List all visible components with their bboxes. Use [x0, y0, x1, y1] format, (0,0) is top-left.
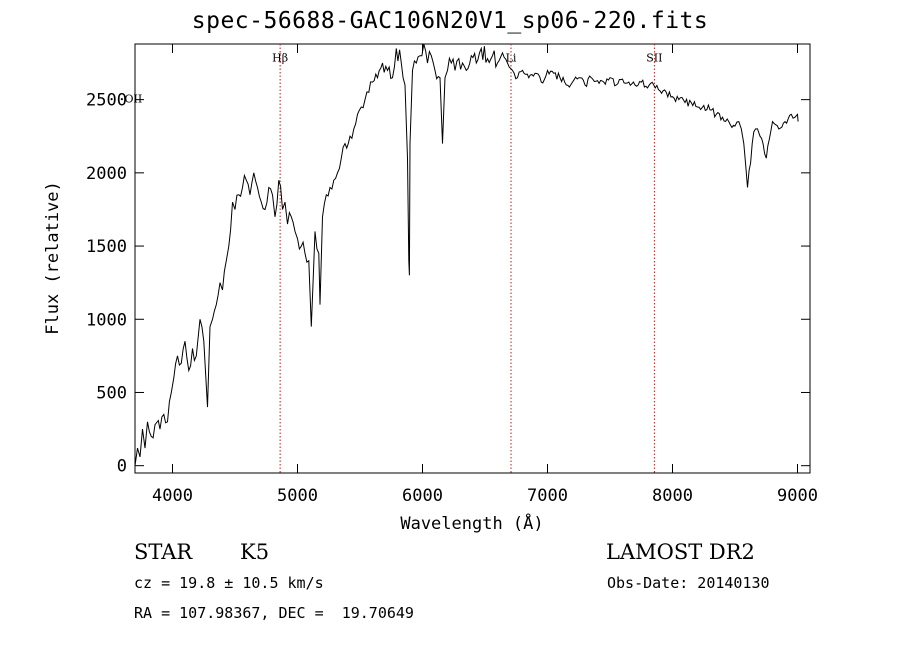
line-marker-label: Hβ — [272, 52, 288, 65]
y-tick-label: 500 — [96, 383, 127, 403]
y-tick-label: 1500 — [86, 237, 127, 257]
x-tick-label: 5000 — [277, 486, 318, 506]
chart-title: spec-56688-GAC106N20V1_sp06-220.fits — [191, 8, 709, 34]
spectrum-line — [134, 43, 799, 466]
y-tick-label: 1000 — [86, 310, 127, 330]
x-tick-label: 6000 — [402, 486, 443, 506]
y-axis-ticks: 0 500 1000 1500 2000 2500 — [86, 91, 810, 477]
y-axis-label: Flux (relative) — [43, 181, 63, 335]
redshift-value: cz = 19.8 ± 10.5 km/s — [134, 574, 324, 592]
plot-frame — [134, 43, 811, 474]
line-markers: OII Hβ Li SII — [125, 44, 662, 473]
coordinates: RA = 107.98367, DEC = 19.70649 — [134, 604, 414, 622]
x-axis-label: Wavelength (Å) — [400, 512, 543, 534]
line-marker-label: Li — [506, 52, 517, 65]
x-axis-ticks: 4000 5000 6000 7000 8000 9000 — [152, 44, 818, 506]
y-tick-label: 2000 — [86, 164, 127, 184]
survey-name: LAMOST DR2 — [606, 540, 755, 564]
line-marker-label: SII — [646, 52, 662, 65]
line-marker-label: OII — [125, 93, 143, 106]
x-tick-label: 7000 — [527, 486, 568, 506]
x-tick-label: 9000 — [777, 486, 818, 506]
x-tick-label: 4000 — [152, 486, 193, 506]
x-tick-label: 8000 — [652, 486, 693, 506]
object-class: STAR — [134, 540, 193, 564]
y-tick-label: 2500 — [86, 91, 127, 111]
y-tick-label: 0 — [117, 457, 127, 477]
observation-date: Obs-Date: 20140130 — [607, 574, 770, 592]
spectral-subclass: K5 — [240, 540, 270, 564]
